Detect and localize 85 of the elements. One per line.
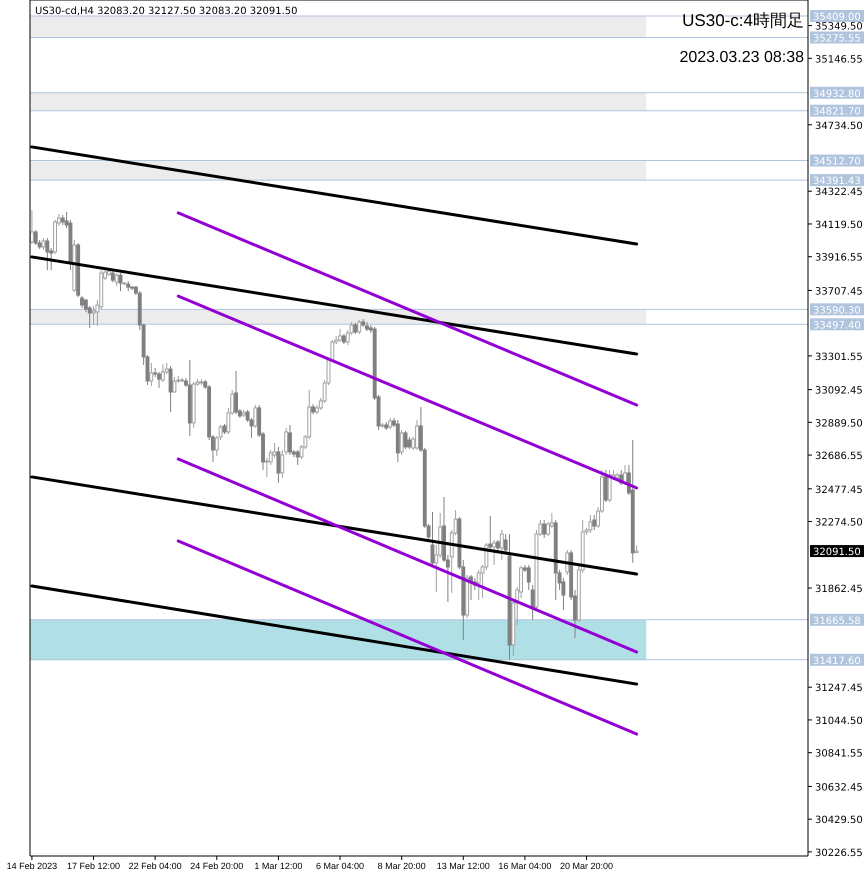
ref-line-label: 35275.55 — [813, 33, 861, 44]
x-tick-label: 17 Feb 12:00 — [67, 861, 120, 871]
candlestick — [388, 417, 392, 430]
candlestick — [400, 430, 404, 456]
ref-line-label: 31417.60 — [813, 656, 861, 667]
y-tick-label: 34322.45 — [815, 187, 863, 198]
ref-line-label: 33497.40 — [813, 320, 861, 332]
candlestick — [222, 424, 226, 435]
y-tick-label: 30226.55 — [815, 848, 863, 859]
x-tick-label: 8 Mar 20:00 — [378, 861, 426, 871]
y-tick-label: 32686.55 — [815, 451, 863, 462]
candlestick — [542, 520, 546, 538]
candlestick — [354, 322, 358, 335]
candlestick — [496, 540, 500, 552]
candlestick — [365, 321, 369, 332]
candlestick — [592, 514, 596, 531]
candlestick — [357, 320, 362, 335]
x-tick-label: 13 Mar 12:00 — [436, 861, 490, 871]
candlestick — [500, 530, 504, 561]
candlestick — [30, 210, 34, 245]
x-tick-label: 22 Feb 04:00 — [128, 861, 182, 871]
y-tick-label: 33707.45 — [815, 286, 863, 298]
candlestick — [296, 450, 300, 466]
ref-line-label: 33590.30 — [813, 305, 861, 316]
y-tick-label: 31247.45 — [815, 683, 863, 694]
candlestick — [149, 362, 154, 386]
y-tick-label: 30632.45 — [815, 782, 863, 794]
candlestick — [253, 404, 258, 428]
candlestick — [488, 515, 492, 551]
y-tick-label: 31862.45 — [815, 584, 863, 596]
y-tick-label: 30429.50 — [815, 815, 863, 826]
y-tick-label: 31044.50 — [815, 716, 863, 727]
y-tick-label: 33301.55 — [815, 352, 863, 363]
ref-line-label: 34821.70 — [813, 106, 861, 118]
y-tick-label: 30841.55 — [815, 748, 863, 760]
x-tick-label: 16 Mar 04:00 — [498, 861, 552, 871]
candlestick — [276, 446, 280, 484]
candlestick — [234, 370, 238, 415]
y-tick-label: 35349.50 — [815, 22, 863, 33]
candlestick — [168, 365, 173, 412]
y-tick-label: 35146.55 — [815, 54, 863, 66]
ref-line-label: 34391.43 — [813, 176, 861, 188]
candlestick — [404, 430, 408, 450]
candlestick — [415, 420, 420, 451]
candlestick — [42, 238, 46, 251]
annotation: US30-cd,H4 32083.20 32127.50 32083.20 32091.50 — [35, 6, 298, 17]
candlestick — [338, 328, 342, 342]
candlestick — [126, 280, 130, 292]
candlestick — [118, 272, 122, 292]
ref-line-label: 35409.00 — [813, 12, 861, 23]
y-tick-label: 33916.55 — [815, 252, 863, 264]
candlestick — [430, 511, 434, 566]
ref-line-label: 31665.58 — [813, 616, 861, 627]
candlestick — [588, 514, 592, 534]
candlestick — [172, 376, 176, 394]
candlestick — [60, 214, 65, 226]
candlestick — [110, 270, 115, 283]
candlestick — [311, 404, 316, 415]
candlestick — [492, 540, 496, 566]
x-tick-label: 14 Feb 2023 — [6, 861, 58, 871]
y-tick-label: 32889.50 — [815, 418, 863, 430]
y-tick-label: 32274.50 — [815, 518, 863, 529]
candlestick — [80, 296, 84, 308]
text: US30-c:4時間足 — [682, 11, 804, 30]
x-tick-label: 20 Mar 20:00 — [560, 861, 614, 871]
x-tick-label: 24 Feb 20:00 — [190, 861, 244, 871]
candlestick — [34, 230, 38, 246]
candlestick — [604, 470, 608, 502]
x-tick-label: 6 Mar 04:00 — [316, 861, 364, 871]
candlestick — [288, 424, 292, 456]
ref-line-label: 34512.70 — [813, 156, 861, 168]
y-tick-label: 34119.50 — [815, 220, 863, 231]
text: 2023.03.23 08:38 — [679, 49, 804, 66]
candlestick — [342, 334, 346, 345]
y-tick-label: 33092.45 — [815, 386, 863, 397]
candlestick — [114, 272, 119, 287]
x-tick-label: 1 Mar 12:00 — [254, 861, 302, 871]
y-tick-label: 34734.50 — [815, 120, 863, 132]
candlestick — [407, 436, 412, 450]
ref-line-label: 34932.80 — [813, 88, 861, 100]
candlestick — [45, 238, 50, 271]
candlestick — [157, 371, 161, 388]
text: 32091.50 — [813, 547, 861, 558]
candlestick — [160, 364, 165, 382]
y-tick-label: 32477.45 — [815, 484, 863, 496]
